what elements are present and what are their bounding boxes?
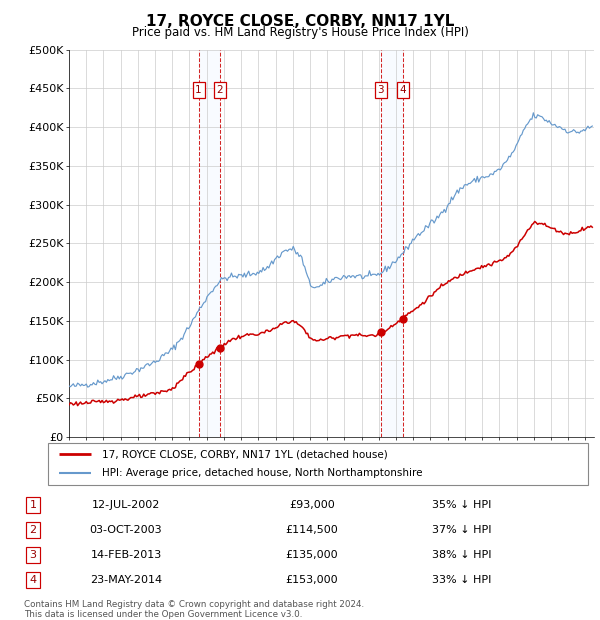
Point — [376, 327, 386, 337]
Text: £153,000: £153,000 — [286, 575, 338, 585]
Text: Price paid vs. HM Land Registry's House Price Index (HPI): Price paid vs. HM Land Registry's House … — [131, 26, 469, 39]
Point — [215, 343, 224, 353]
Text: 12-JUL-2002: 12-JUL-2002 — [92, 500, 160, 510]
Text: HPI: Average price, detached house, North Northamptonshire: HPI: Average price, detached house, Nort… — [102, 469, 422, 479]
Text: £114,500: £114,500 — [286, 525, 338, 535]
Text: 33% ↓ HPI: 33% ↓ HPI — [433, 575, 491, 585]
Text: 23-MAY-2014: 23-MAY-2014 — [90, 575, 162, 585]
Text: 17, ROYCE CLOSE, CORBY, NN17 1YL: 17, ROYCE CLOSE, CORBY, NN17 1YL — [146, 14, 454, 29]
Text: 2: 2 — [29, 525, 37, 535]
Text: Contains HM Land Registry data © Crown copyright and database right 2024.
This d: Contains HM Land Registry data © Crown c… — [24, 600, 364, 619]
Text: 3: 3 — [29, 550, 37, 560]
FancyBboxPatch shape — [48, 443, 588, 485]
Text: £135,000: £135,000 — [286, 550, 338, 560]
Bar — [381, 50, 403, 437]
Text: 4: 4 — [29, 575, 37, 585]
Text: 3: 3 — [377, 85, 384, 95]
Point — [398, 314, 407, 324]
Point — [194, 360, 203, 370]
Text: 2: 2 — [217, 85, 223, 95]
Text: 37% ↓ HPI: 37% ↓ HPI — [432, 525, 492, 535]
Text: 17, ROYCE CLOSE, CORBY, NN17 1YL (detached house): 17, ROYCE CLOSE, CORBY, NN17 1YL (detach… — [102, 449, 388, 459]
Text: 03-OCT-2003: 03-OCT-2003 — [89, 525, 163, 535]
Bar — [199, 50, 220, 437]
Text: 35% ↓ HPI: 35% ↓ HPI — [433, 500, 491, 510]
Text: 14-FEB-2013: 14-FEB-2013 — [91, 550, 161, 560]
Text: 38% ↓ HPI: 38% ↓ HPI — [432, 550, 492, 560]
Text: 4: 4 — [400, 85, 406, 95]
Text: 1: 1 — [29, 500, 37, 510]
Text: 1: 1 — [196, 85, 202, 95]
Text: £93,000: £93,000 — [289, 500, 335, 510]
